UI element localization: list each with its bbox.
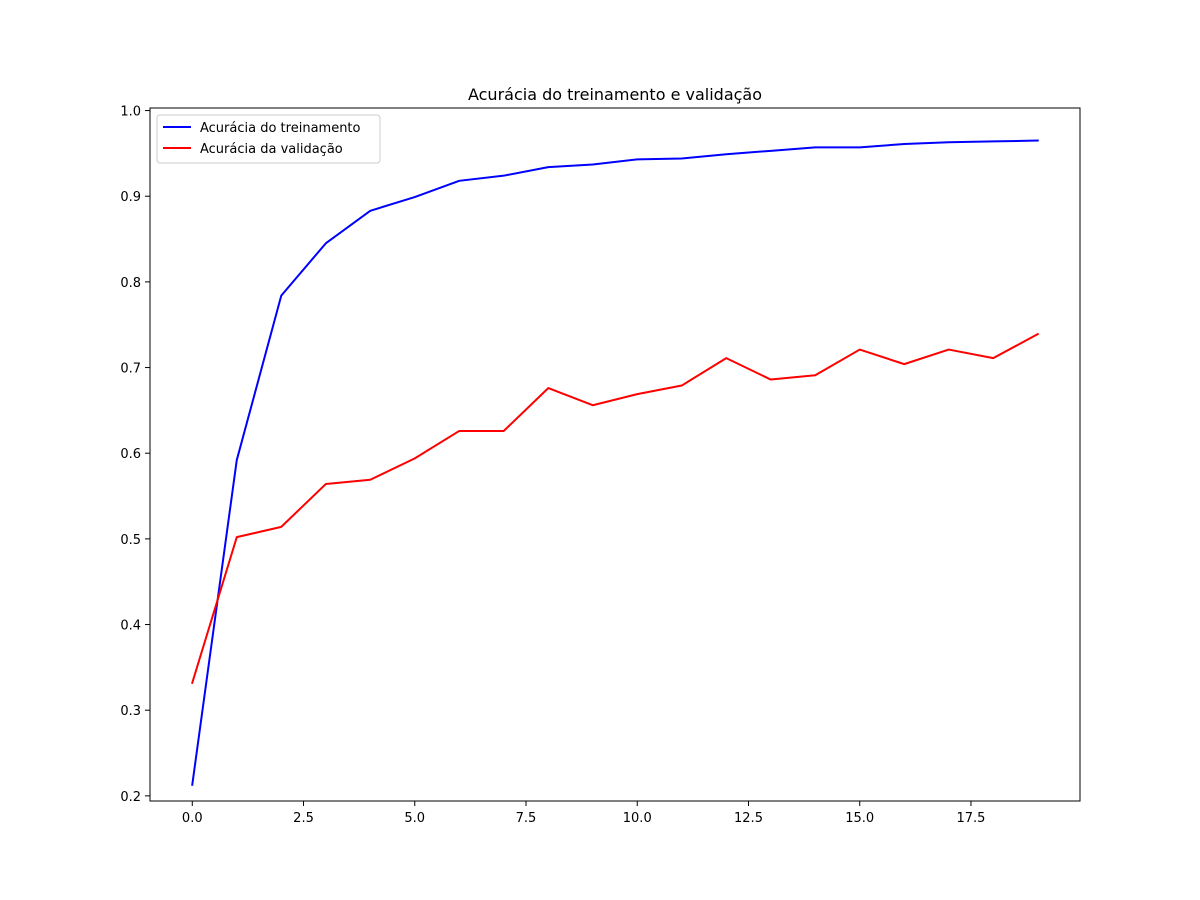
legend-label: Acurácia do treinamento [200, 121, 361, 136]
y-tick-label: 0.7 [120, 362, 141, 377]
legend-box [156, 114, 381, 164]
y-tick-label: 0.9 [120, 190, 141, 205]
series-line-training [191, 139, 1039, 786]
x-tick-label: 17.5 [957, 811, 986, 826]
x-axis: 0.0 2.5 5.0 7.5 10.0 12.5 15.0 17.5 [182, 801, 986, 826]
y-tick-label: 0.3 [120, 704, 141, 719]
x-tick-label: 2.5 [293, 811, 314, 826]
y-tick-label: 0.5 [120, 533, 141, 548]
x-tick-label: 5.0 [404, 811, 425, 826]
x-tick-label: 12.5 [734, 811, 763, 826]
series-lines [191, 139, 1040, 786]
x-tick-label: 15.0 [845, 811, 874, 826]
legend: Acurácia do treinamento Acurácia da valid… [156, 114, 381, 164]
legend-label: Acurácia da validação [200, 142, 343, 157]
axes-frame [149, 107, 1081, 802]
y-axis: 0.2 0.3 0.4 0.5 0.6 0.7 0.8 0.9 1.0 [120, 105, 150, 805]
y-tick-label: 0.6 [120, 447, 141, 462]
y-tick-label: 1.0 [120, 105, 141, 120]
y-tick-label: 0.2 [120, 790, 141, 805]
x-tick-label: 10.0 [623, 811, 652, 826]
x-tick-label: 7.5 [516, 811, 537, 826]
x-tick-label: 0.0 [182, 811, 203, 826]
chart-title: Acurácia do treinamento e validação [468, 85, 762, 104]
y-tick-label: 0.4 [120, 619, 141, 634]
plot-area [150, 108, 1080, 801]
series-line-validation [191, 332, 1040, 685]
y-tick-label: 0.8 [120, 276, 141, 291]
